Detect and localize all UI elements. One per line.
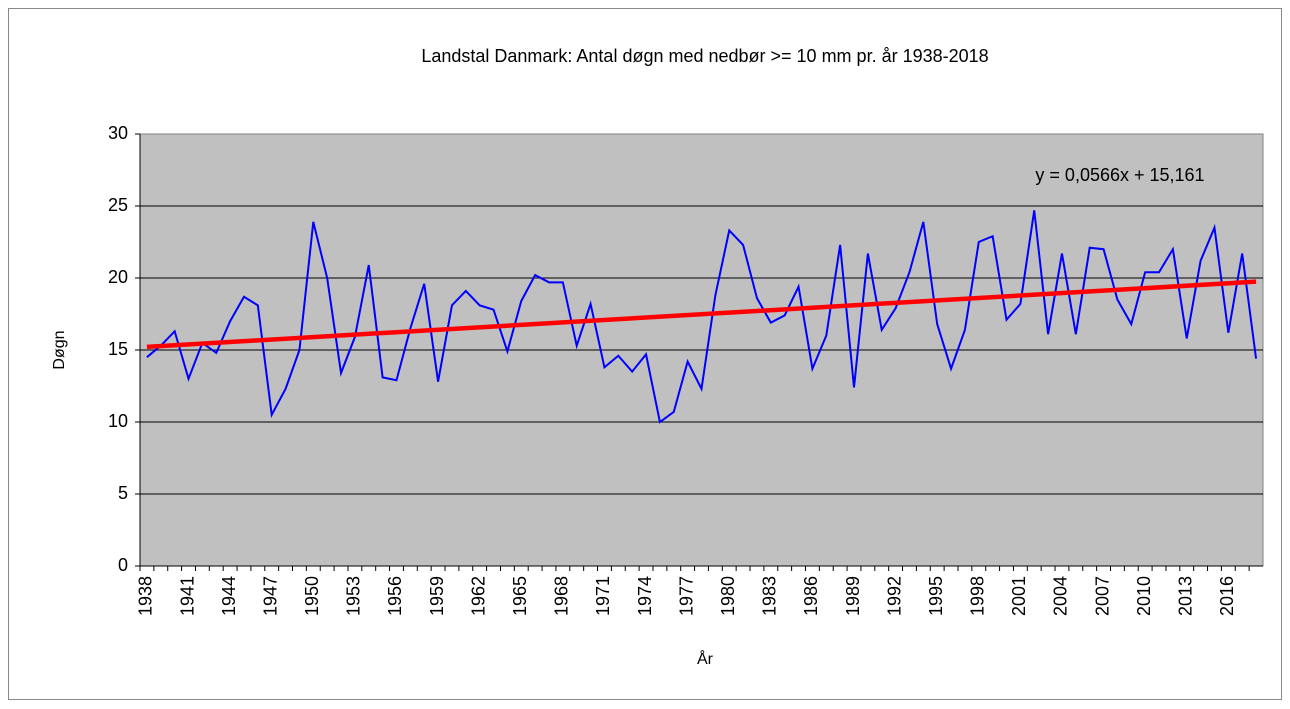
x-tick-label: 1968 bbox=[552, 576, 572, 616]
x-tick-label: 1962 bbox=[468, 576, 488, 616]
y-tick-label: 15 bbox=[108, 339, 128, 359]
y-tick-label: 20 bbox=[108, 267, 128, 287]
x-tick-label: 1971 bbox=[593, 576, 613, 616]
trend-line bbox=[146, 279, 1257, 350]
x-tick-label: 1989 bbox=[843, 576, 863, 616]
x-tick-label: 2004 bbox=[1051, 576, 1071, 616]
x-tick-label: 1977 bbox=[676, 576, 696, 616]
x-tick-label: 1974 bbox=[635, 576, 655, 616]
y-axis-label: Døgn bbox=[51, 330, 68, 369]
x-tick-label: 1995 bbox=[926, 576, 946, 616]
x-tick-label: 1953 bbox=[344, 576, 364, 616]
x-tick-label: 1983 bbox=[760, 576, 780, 616]
x-tick-label: 1980 bbox=[718, 576, 738, 616]
x-tick-label: 1950 bbox=[302, 576, 322, 616]
y-tick-label: 10 bbox=[108, 411, 128, 431]
x-tick-label: 1992 bbox=[884, 576, 904, 616]
y-tick-label: 30 bbox=[108, 123, 128, 143]
x-tick-label: 2001 bbox=[1009, 576, 1029, 616]
trend-label: y = 0,0566x + 15,161 bbox=[1035, 165, 1204, 185]
x-tick-label: 1965 bbox=[510, 576, 530, 616]
x-tick-label: 2007 bbox=[1092, 576, 1112, 616]
x-tick-label: 1944 bbox=[219, 576, 239, 616]
y-tick-label: 0 bbox=[118, 555, 128, 575]
x-tick-label: 1947 bbox=[260, 576, 280, 616]
x-tick-label: 2013 bbox=[1175, 576, 1195, 616]
x-tick-label: 1941 bbox=[177, 576, 197, 616]
x-tick-label: 1959 bbox=[427, 576, 447, 616]
chart-title: Landstal Danmark: Antal døgn med nedbør … bbox=[421, 46, 988, 66]
x-axis-label: År bbox=[697, 649, 714, 668]
x-tick-label: 1998 bbox=[968, 576, 988, 616]
x-tick-label: 1956 bbox=[385, 576, 405, 616]
x-tick-label: 1986 bbox=[801, 576, 821, 616]
x-tick-label: 1938 bbox=[136, 576, 156, 616]
y-tick-label: 25 bbox=[108, 195, 128, 215]
data-line bbox=[146, 210, 1258, 424]
x-tick-label: 2010 bbox=[1134, 576, 1154, 616]
y-tick-label: 5 bbox=[118, 483, 128, 503]
x-tick-label: 2016 bbox=[1217, 576, 1237, 616]
